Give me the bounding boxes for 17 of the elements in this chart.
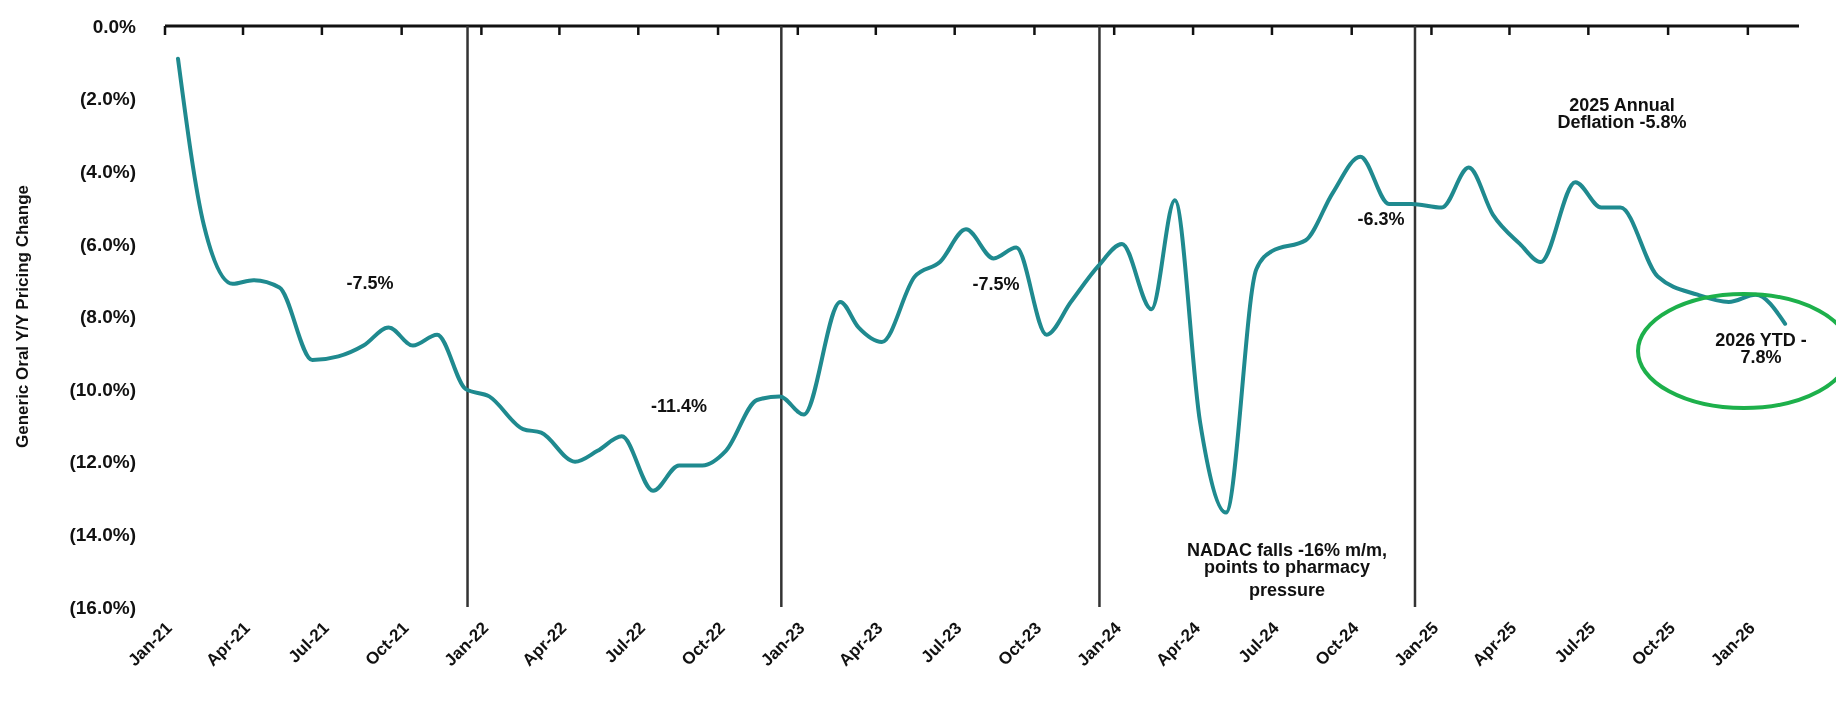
y-tick-label: (14.0%)	[69, 524, 136, 546]
y-tick-label: (10.0%)	[69, 378, 136, 400]
annotation: 2026 YTD - 7.8%	[1715, 329, 1807, 367]
annotation: -7.5%	[346, 273, 394, 294]
y-tick-label: (6.0%)	[80, 233, 136, 255]
annotation: -6.3%	[1357, 209, 1405, 230]
y-tick-label: (16.0%)	[69, 596, 136, 618]
y-tick-label: 0.0%	[92, 15, 137, 37]
y-tick-label: (4.0%)	[80, 160, 136, 182]
y-tick-label: (2.0%)	[80, 88, 136, 110]
y-tick-label: (8.0%)	[80, 306, 136, 328]
annotation: 2025 Annual Deflation -5.8%	[1557, 94, 1687, 132]
y-axis-title: Generic Oral Y/Y Pricing Change	[13, 185, 32, 448]
annotation: -7.5%	[972, 274, 1020, 295]
annotation: -11.4%	[650, 396, 708, 417]
y-tick-label: (12.0%)	[69, 451, 136, 473]
annotation: NADAC falls -16% m/m, points to pharmacy pressure	[1186, 540, 1388, 600]
